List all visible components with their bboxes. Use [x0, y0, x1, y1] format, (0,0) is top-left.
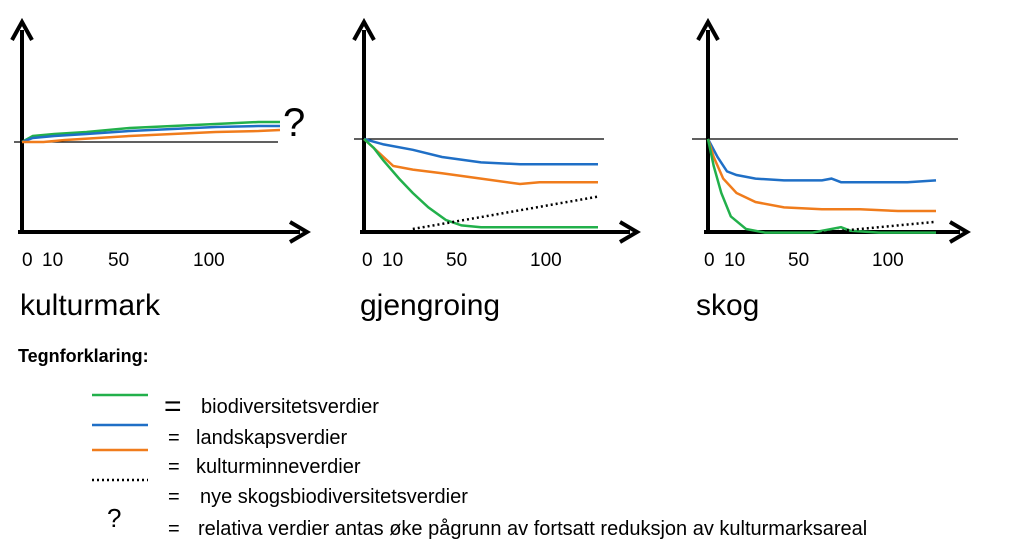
y-axis-arrowhead	[352, 17, 376, 41]
legend-equals: =	[168, 486, 180, 508]
legend-equals: =	[168, 456, 180, 478]
series-biodiversity	[21, 120, 280, 144]
panel-kulturmark: ? 0 10 50 100 kulturmark	[10, 17, 311, 322]
panel-title: gjengroing	[360, 289, 500, 322]
series-landscape-orange	[363, 138, 598, 186]
series-landscape	[363, 137, 598, 166]
tick-label-0: 0	[22, 250, 33, 271]
tick-label-10: 10	[42, 250, 63, 271]
series-landscape-orange	[706, 138, 936, 213]
tick-label-0: 0	[704, 250, 715, 271]
tick-label-50: 50	[108, 250, 129, 271]
panel-skog: 0 10 50 100 skog	[692, 17, 971, 322]
panel-title: kulturmark	[20, 289, 161, 322]
y-axis-arrowhead	[10, 17, 34, 41]
series-landscape-orange	[22, 128, 281, 144]
legend-equals: =	[168, 427, 180, 449]
legend-equals: =	[168, 518, 180, 540]
legend-title: Tegnforklaring:	[18, 346, 149, 366]
legend-label-relative: relativa verdier antas øke pågrunn av fo…	[198, 518, 867, 540]
tick-label-50: 50	[788, 250, 809, 271]
tick-label-10: 10	[382, 250, 403, 271]
tick-label-100: 100	[872, 250, 904, 271]
x-axis-arrowhead	[288, 220, 311, 244]
series-heritage	[821, 220, 937, 234]
tick-label-100: 100	[193, 250, 225, 271]
x-axis-arrowhead	[618, 220, 641, 244]
series-heritage	[412, 195, 599, 231]
series-landscape	[706, 138, 937, 184]
legend-label-landscape: landskapsverdier	[196, 427, 348, 449]
panel-title: skog	[696, 289, 759, 322]
legend-equals: =	[164, 390, 182, 423]
tick-label-50: 50	[446, 250, 467, 271]
series-biodiversity	[706, 138, 936, 234]
legend-question-mark: ?	[107, 503, 121, 533]
series-biodiversity	[363, 138, 598, 229]
x-axis-arrowhead	[948, 220, 971, 244]
legend-label-heritage: kulturminneverdier	[196, 456, 361, 478]
tick-label-10: 10	[724, 250, 745, 271]
legend: Tegnforklaring: = biodiversitetsverdier …	[18, 346, 867, 540]
legend-label-new-forest: nye skogsbiodiversitetsverdier	[200, 486, 468, 508]
legend-label-biodiversity: biodiversitetsverdier	[201, 396, 379, 418]
y-axis-arrowhead	[696, 17, 720, 41]
panel-gjengroing: 0 10 50 100 gjengroing	[352, 17, 641, 322]
tick-label-100: 100	[530, 250, 562, 271]
question-annotation: ?	[283, 101, 305, 145]
tick-label-0: 0	[362, 250, 373, 271]
series-landscape	[21, 124, 280, 144]
